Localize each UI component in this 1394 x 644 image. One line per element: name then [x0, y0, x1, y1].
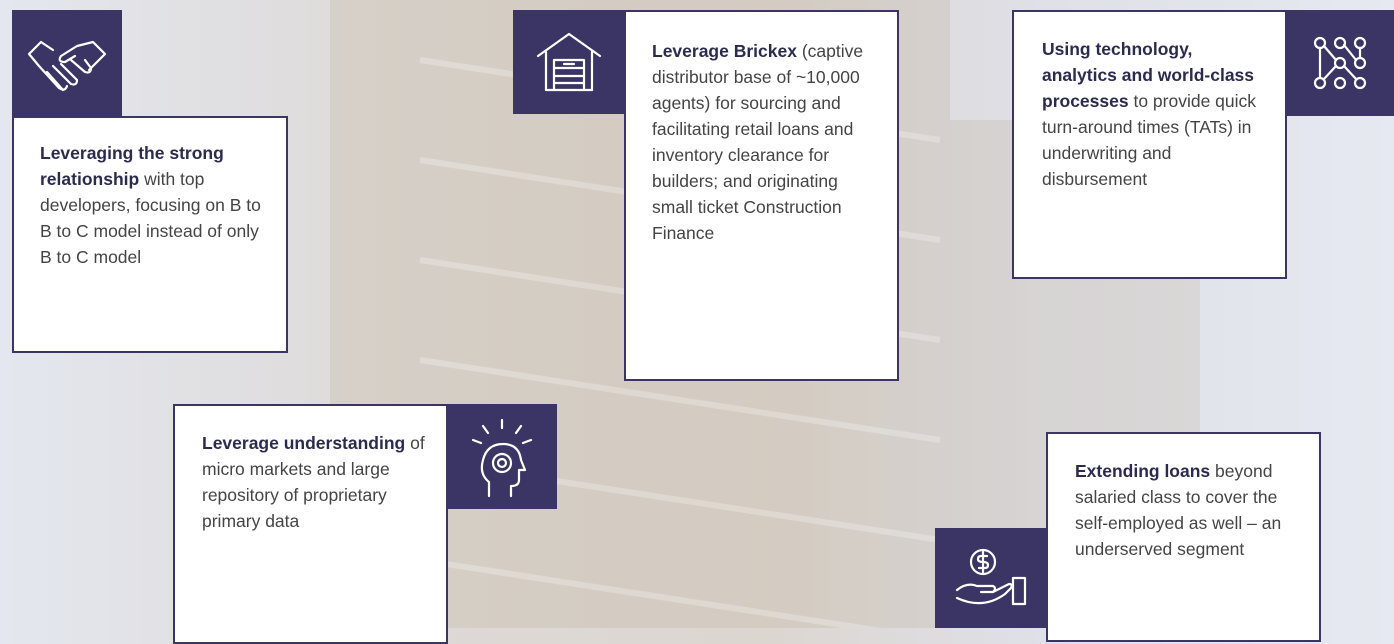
warehouse-icon	[513, 10, 625, 114]
page: Leveraging the strong relationship with …	[0, 0, 1394, 628]
card: Using technology, analytics and world-cl…	[1012, 10, 1287, 279]
card-bold: Leverage understanding	[202, 433, 405, 453]
handshake-icon	[12, 10, 122, 118]
idea-icon	[446, 404, 557, 509]
network-icon	[1285, 10, 1394, 116]
card: Leverage understanding of micro markets …	[173, 404, 448, 644]
card-bold: Leverage Brickex	[652, 41, 797, 61]
card-text: (captive distributor base of ~10,000 age…	[652, 41, 863, 243]
card: Leverage Brickex (captive distributor ba…	[624, 10, 899, 381]
money-hand-icon	[935, 528, 1047, 628]
card: Extending loans beyond salaried class to…	[1046, 432, 1321, 642]
card: Leveraging the strong relationship with …	[12, 116, 288, 353]
card-bold: Extending loans	[1075, 461, 1210, 481]
